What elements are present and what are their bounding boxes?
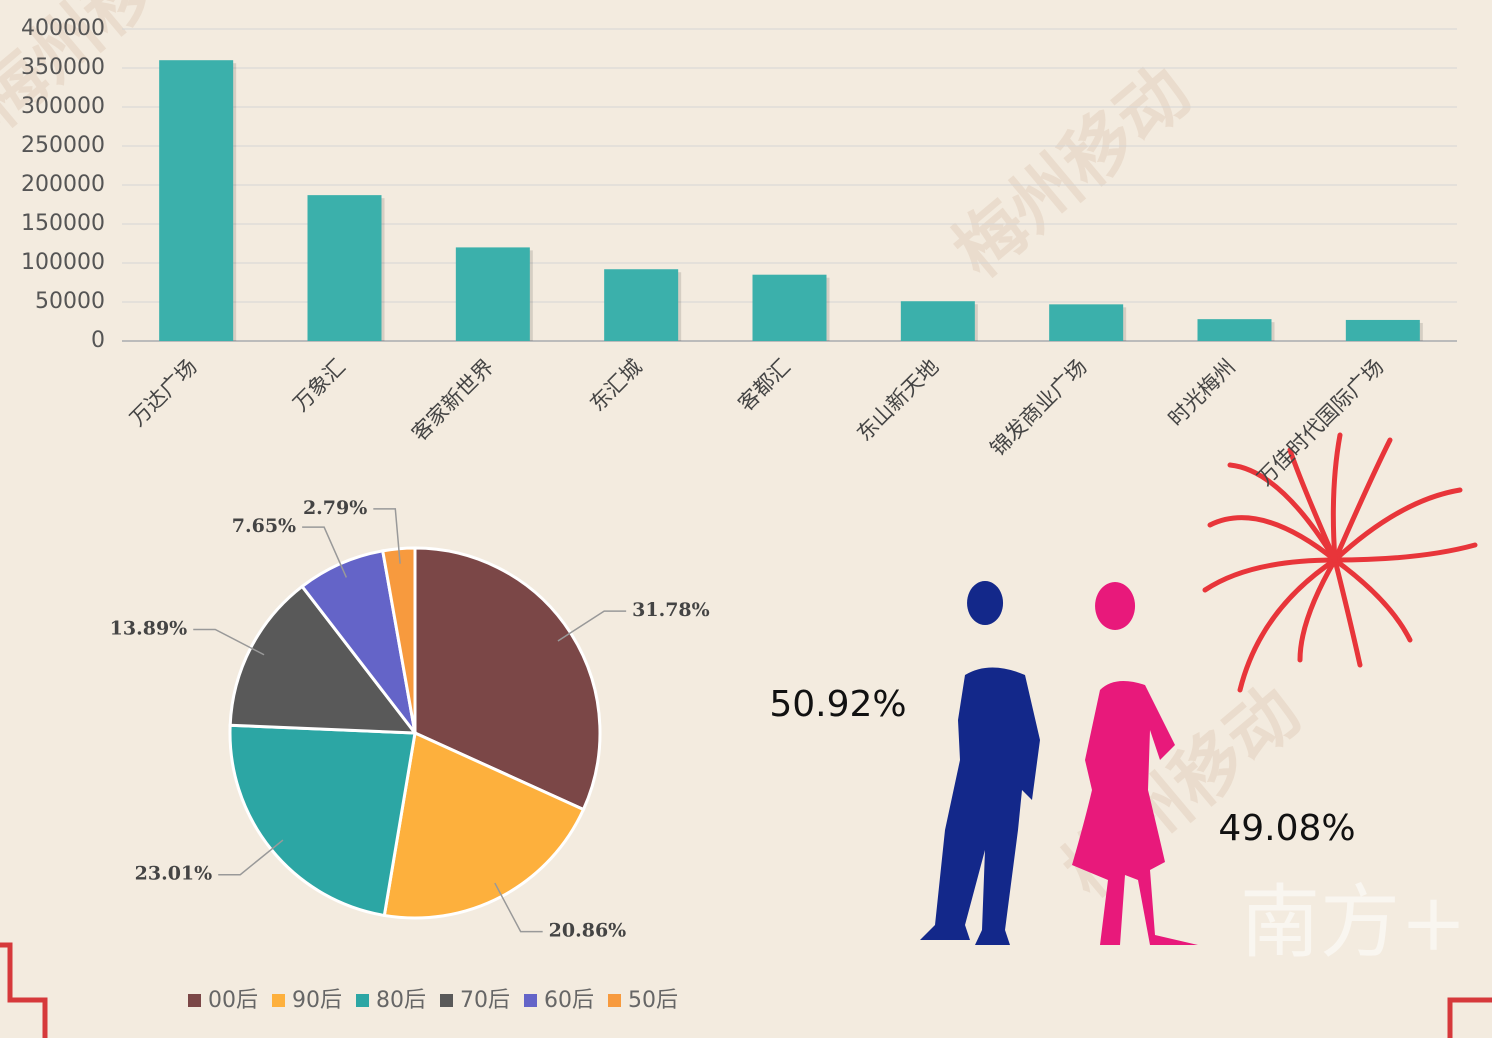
data-label: 20.86% [549, 920, 627, 942]
legend-label: 70后 [460, 988, 510, 1013]
y-tick-label: 250000 [21, 133, 105, 158]
legend-swatch [608, 994, 621, 1007]
leader-line [302, 526, 348, 578]
legend-label: 90后 [292, 988, 342, 1013]
x-tick-label: 客都汇 [734, 355, 796, 417]
x-tick-label: 万达广场 [125, 355, 201, 431]
pie-slice [228, 723, 417, 918]
y-tick-label: 50000 [35, 289, 105, 314]
data-label: 7.65% [232, 515, 296, 537]
bar [159, 60, 234, 341]
y-tick-label: 400000 [21, 16, 105, 41]
legend-swatch [356, 994, 369, 1007]
data-label: 49.08% [1218, 808, 1355, 849]
x-tick-label: 客家新世界 [407, 355, 498, 446]
legend-swatch [440, 994, 453, 1007]
leader-line [557, 610, 627, 642]
data-label: 50.92% [769, 684, 906, 725]
bar [1049, 304, 1124, 341]
x-tick-label: 东山新天地 [852, 355, 943, 446]
data-label: 2.79% [303, 497, 367, 519]
bar [307, 195, 382, 341]
silhouette [1072, 582, 1198, 945]
legend-swatch [188, 994, 201, 1007]
y-tick-label: 300000 [21, 94, 105, 119]
x-tick-label: 万象汇 [289, 355, 351, 417]
bar [1345, 319, 1420, 341]
fireworks [1202, 432, 1478, 693]
y-tick-label: 200000 [21, 172, 105, 197]
bar [900, 301, 975, 341]
legend-label: 50后 [628, 988, 678, 1013]
y-tick-label: 150000 [21, 211, 105, 236]
bar [1197, 319, 1272, 341]
legend-swatch [524, 994, 537, 1007]
leader-line [218, 839, 284, 876]
legend-label: 80后 [376, 988, 426, 1013]
frame [1447, 997, 1492, 1038]
data-label: 13.89% [110, 617, 188, 639]
y-tick-label: 100000 [21, 250, 105, 275]
data-label: 31.78% [632, 599, 710, 621]
frame [0, 942, 48, 1038]
y-tick-label: 350000 [21, 55, 105, 80]
bar [455, 247, 530, 341]
x-tick-label: 时光梅州 [1164, 355, 1240, 431]
x-tick-label: 东汇城 [585, 355, 647, 417]
logo: 南方+ [1240, 876, 1467, 969]
leader-line [373, 508, 401, 564]
leader-line [494, 882, 543, 933]
data-label: 23.01% [135, 863, 213, 885]
legend-swatch [272, 994, 285, 1007]
x-tick-label: 万佳时代国际广场 [1253, 355, 1389, 491]
silhouette [920, 581, 1040, 945]
y-tick-label: 0 [91, 328, 105, 353]
watermark: 梅州移动 [938, 50, 1205, 293]
x-tick-label: 锦发商业广场 [986, 355, 1092, 461]
legend-label: 60后 [544, 988, 594, 1013]
bar [604, 269, 679, 341]
bar [752, 274, 827, 341]
leader-line [193, 628, 265, 656]
legend-label: 00后 [208, 988, 258, 1013]
